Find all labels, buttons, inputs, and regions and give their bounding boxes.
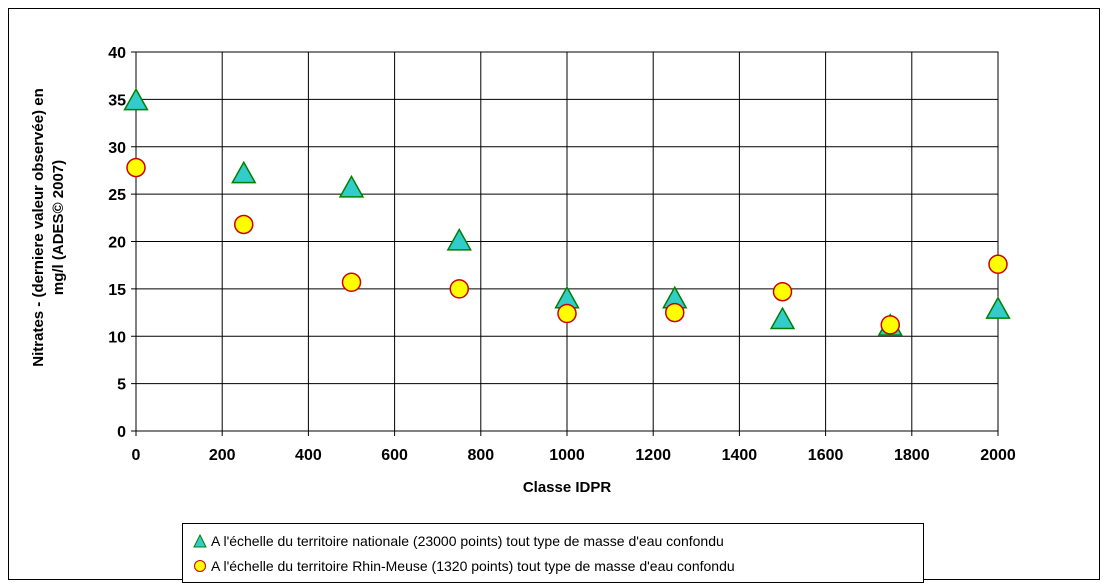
circle-point (341, 272, 362, 292)
y-tick-label: 25 (108, 187, 126, 204)
x-tick-label: 2000 (980, 447, 1016, 464)
y-tick-label: 20 (108, 235, 126, 252)
grid (131, 51, 999, 436)
y-tick-label: 35 (108, 92, 126, 109)
y-axis-title: Nitrates - (derniere valeur observée) en… (30, 88, 67, 366)
circle-point (665, 302, 685, 323)
triangle-point (231, 160, 257, 184)
x-tick-label: 1200 (635, 447, 671, 464)
circle-point (880, 315, 900, 335)
x-tick-label: 800 (467, 447, 494, 464)
y-tick-label: 5 (117, 377, 126, 394)
x-tick-label: 1800 (894, 447, 930, 464)
y-axis-title-line: Nitrates - (derniere valeur observée) en (30, 88, 47, 366)
x-tick-label: 200 (209, 447, 236, 464)
x-tick-label: 1400 (722, 447, 758, 464)
x-axis-ticks: 0 200 400 600 800 1000 1200 1400 1600 1800 2000 (132, 447, 1016, 464)
circle-marker-icon (194, 560, 206, 572)
x-axis-title: Classe IDPR (523, 479, 612, 496)
legend-entry-rhin-meuse: A l'échelle du territoire Rhin-Meuse (13… (193, 554, 735, 578)
x-tick-label: 1000 (549, 447, 585, 464)
circle-point (126, 157, 146, 178)
circle-point (772, 281, 793, 302)
circle-point (988, 254, 1008, 274)
circle-point (234, 214, 254, 235)
scatter-chart: 0 5 10 15 20 25 30 35 40 0 200 400 600 800 1000 1200 14… (30, 45, 1016, 496)
legend: A l'échelle du territoire nationale (230… (182, 523, 924, 583)
circle-point (557, 303, 577, 324)
y-axis-title-line: mg/l (ADES© 2007) (50, 160, 67, 295)
x-tick-label: 600 (381, 447, 408, 464)
x-tick-label: 0 (132, 447, 141, 464)
triangle-point (338, 174, 365, 198)
y-axis-ticks: 0 5 10 15 20 25 30 35 40 (108, 45, 126, 441)
triangle-point (123, 87, 149, 111)
legend-label-national: A l'échelle du territoire nationale (230… (211, 533, 724, 549)
y-tick-label: 10 (108, 329, 126, 346)
triangle-marker-icon (193, 534, 207, 548)
legend-entry-national: A l'échelle du territoire nationale (230… (193, 529, 724, 553)
y-tick-label: 15 (108, 282, 126, 299)
triangle-point (769, 306, 796, 330)
triangle-point (985, 296, 1011, 319)
y-tick-label: 0 (117, 424, 126, 441)
y-tick-label: 40 (108, 45, 126, 62)
data-points (123, 87, 1011, 336)
circle-point (449, 279, 469, 299)
chart-frame: 0 5 10 15 20 25 30 35 40 0 200 400 600 800 1000 1200 14… (8, 8, 1100, 583)
plot-area-border (135, 51, 999, 432)
y-tick-label: 30 (108, 140, 126, 157)
triangle-point (446, 227, 472, 251)
x-tick-label: 400 (295, 447, 322, 464)
x-tick-label: 1600 (808, 447, 844, 464)
legend-label-rhin-meuse: A l'échelle du territoire Rhin-Meuse (13… (211, 558, 735, 574)
